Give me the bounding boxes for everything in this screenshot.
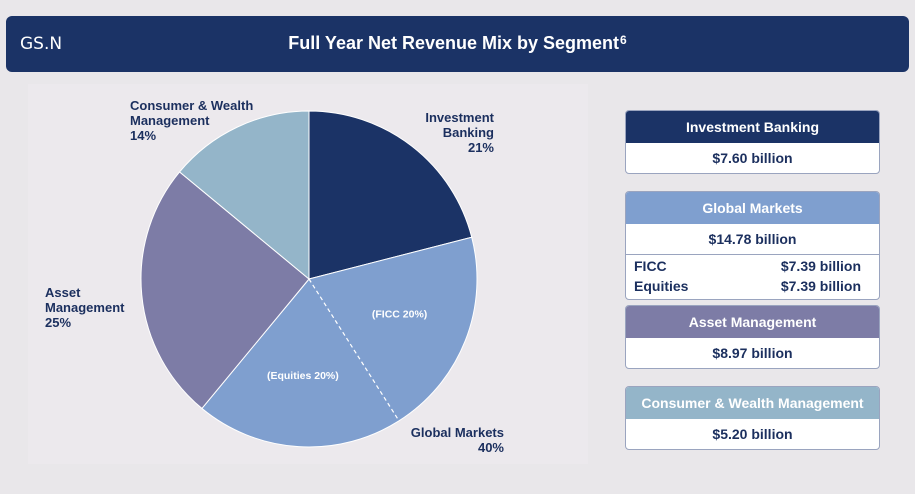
- card-gm-row-equities: Equities $7.39 billion: [626, 276, 879, 296]
- card-ib-title: Investment Banking: [626, 111, 879, 143]
- page-title: Full Year Net Revenue Mix by Segment6: [6, 33, 909, 54]
- pie-chart-panel: (FICC 20%) (Equities 20%) Investment Bank…: [28, 84, 588, 464]
- title-text: Full Year Net Revenue Mix by Segment: [288, 33, 620, 53]
- card-asset-management: Asset Management $8.97 billion: [625, 305, 880, 369]
- label-cw-pct: 14%: [130, 128, 157, 143]
- card-gm-value: $14.78 billion: [708, 231, 797, 247]
- equities-value: $7.39 billion: [780, 278, 861, 294]
- label-am-pct: 25%: [45, 315, 72, 330]
- title-footnote: 6: [620, 33, 627, 47]
- label-am-line1: Asset: [45, 285, 81, 300]
- card-am-value: $8.97 billion: [712, 345, 793, 361]
- card-am-title: Asset Management: [626, 306, 879, 338]
- card-investment-banking: Investment Banking $7.60 billion: [625, 110, 880, 174]
- label-cw-line2: Management: [130, 113, 210, 128]
- card-cw-value: $5.20 billion: [712, 426, 793, 442]
- ficc-value: $7.39 billion: [780, 258, 861, 274]
- ficc-label: FICC: [634, 258, 667, 274]
- slice-consumer-wealth: [178, 110, 310, 281]
- label-cw-line1: Consumer & Wealth: [130, 98, 254, 113]
- label-asset-management: Asset Management 25%: [45, 285, 165, 330]
- card-consumer-wealth: Consumer & Wealth Management $5.20 billi…: [625, 386, 880, 450]
- label-consumer-wealth: Consumer & Wealth Management 14%: [130, 98, 290, 143]
- card-gm-row-ficc: FICC $7.39 billion: [626, 256, 879, 276]
- pie-chart: (FICC 20%) (Equities 20%): [140, 110, 478, 448]
- label-ib-line1: Investment: [425, 110, 494, 125]
- label-investment-banking: Investment Banking 21%: [388, 110, 494, 155]
- label-ib-pct: 21%: [467, 140, 494, 155]
- sub-label-equities: (Equities 20%): [267, 370, 339, 382]
- label-gm-line1: Global Markets: [410, 425, 504, 440]
- label-global-markets: Global Markets 40%: [368, 425, 504, 455]
- card-ib-value: $7.60 billion: [712, 150, 793, 166]
- global-markets-divider: [308, 278, 400, 422]
- label-ib-line2: Banking: [442, 125, 494, 140]
- equities-label: Equities: [634, 278, 689, 294]
- card-gm-title: Global Markets: [626, 192, 879, 224]
- card-cw-title: Consumer & Wealth Management: [626, 387, 879, 419]
- ticker-label: GS.N: [20, 34, 63, 54]
- label-gm-pct: 40%: [477, 440, 504, 455]
- sub-label-ficc: (FICC 20%): [372, 309, 427, 321]
- header-bar: GS.N Full Year Net Revenue Mix by Segmen…: [6, 16, 909, 72]
- label-am-line2: Management: [45, 300, 125, 315]
- slice-investment-banking: [308, 110, 473, 280]
- slice-global-markets: [201, 236, 478, 448]
- slice-asset-management: [140, 171, 310, 410]
- card-gm-divider: [626, 254, 879, 255]
- card-global-markets: Global Markets $14.78 billion FICC $7.39…: [625, 191, 880, 300]
